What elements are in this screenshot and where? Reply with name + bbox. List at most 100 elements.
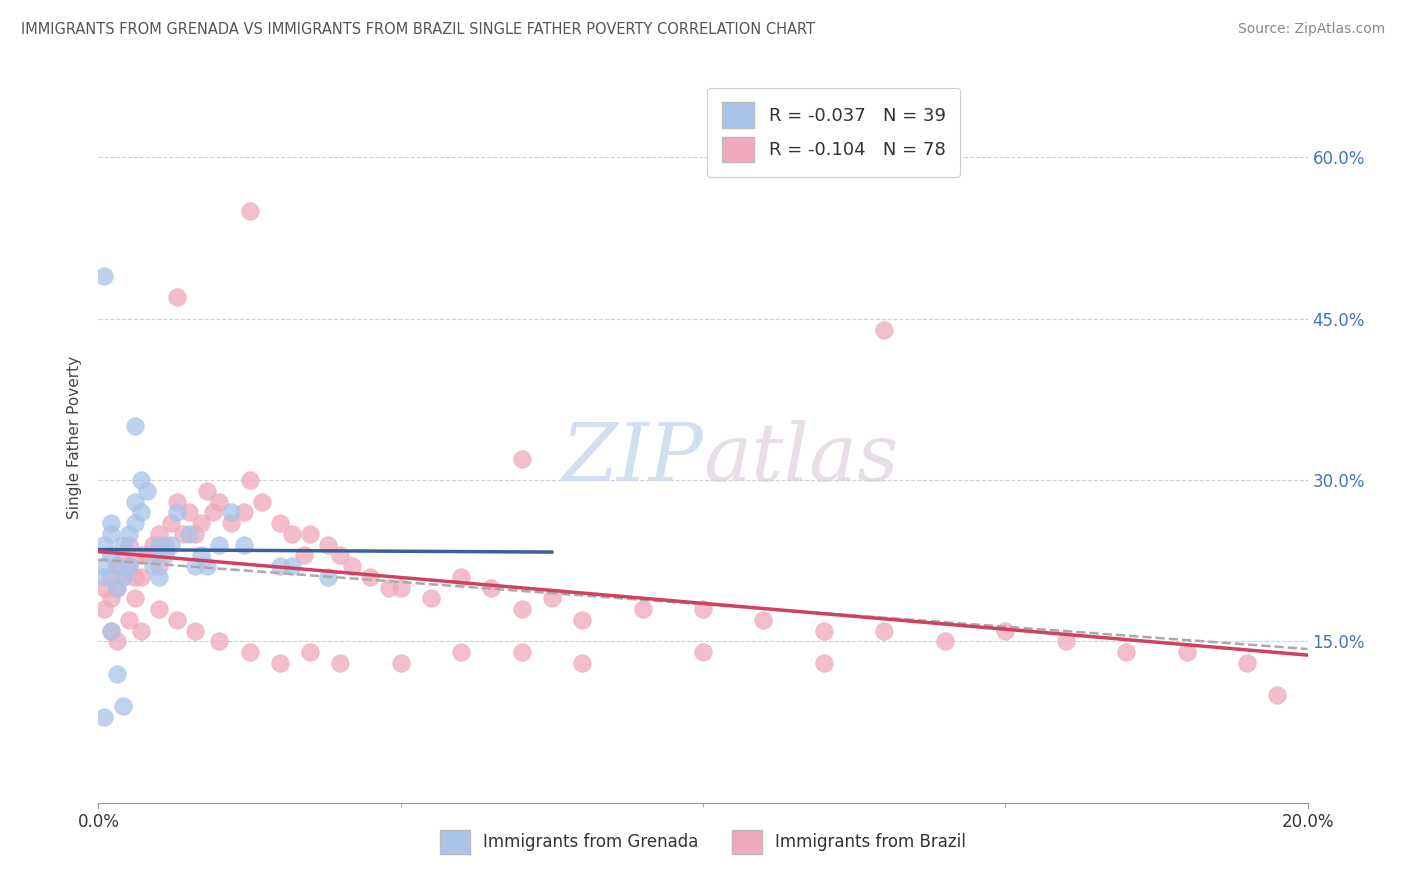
Point	[873, 624, 896, 638]
Point	[148, 570, 170, 584]
Point	[93, 602, 115, 616]
Point	[1054, 634, 1077, 648]
Point	[105, 559, 128, 574]
Point	[481, 581, 503, 595]
Point	[281, 527, 304, 541]
Point	[360, 570, 382, 584]
Point	[195, 559, 218, 574]
Point	[153, 549, 176, 563]
Text: ZIP: ZIP	[561, 420, 703, 498]
Point	[179, 505, 201, 519]
Point	[118, 559, 141, 574]
Point	[105, 666, 128, 681]
Point	[389, 656, 412, 670]
Point	[873, 322, 896, 336]
Point	[377, 581, 399, 595]
Point	[269, 559, 291, 574]
Point	[100, 549, 122, 563]
Point	[994, 624, 1017, 638]
Point	[208, 634, 231, 648]
Point	[1236, 656, 1258, 670]
Point	[239, 473, 262, 487]
Text: Source: ZipAtlas.com: Source: ZipAtlas.com	[1237, 22, 1385, 37]
Point	[221, 505, 243, 519]
Point	[166, 494, 188, 508]
Point	[299, 527, 322, 541]
Point	[124, 591, 146, 606]
Point	[118, 559, 141, 574]
Point	[105, 581, 128, 595]
Point	[129, 473, 152, 487]
Point	[100, 624, 122, 638]
Point	[111, 570, 134, 584]
Point	[269, 516, 291, 530]
Point	[389, 581, 412, 595]
Point	[148, 602, 170, 616]
Point	[93, 538, 115, 552]
Point	[420, 591, 443, 606]
Point	[129, 549, 152, 563]
Point	[118, 527, 141, 541]
Point	[510, 451, 533, 466]
Point	[93, 581, 115, 595]
Point	[752, 613, 775, 627]
Point	[316, 570, 339, 584]
Point	[111, 538, 134, 552]
Point	[239, 645, 262, 659]
Point	[510, 645, 533, 659]
Point	[111, 570, 134, 584]
Point	[316, 538, 339, 552]
Point	[160, 538, 183, 552]
Point	[329, 656, 352, 670]
Point	[184, 527, 207, 541]
Point	[450, 570, 472, 584]
Point	[571, 613, 593, 627]
Point	[93, 268, 115, 283]
Point	[450, 645, 472, 659]
Point	[329, 549, 352, 563]
Point	[124, 419, 146, 434]
Text: IMMIGRANTS FROM GRENADA VS IMMIGRANTS FROM BRAZIL SINGLE FATHER POVERTY CORRELAT: IMMIGRANTS FROM GRENADA VS IMMIGRANTS FR…	[21, 22, 815, 37]
Point	[166, 505, 188, 519]
Point	[129, 570, 152, 584]
Point	[100, 591, 122, 606]
Point	[281, 559, 304, 574]
Point	[250, 494, 273, 508]
Point	[135, 483, 157, 498]
Point	[124, 494, 146, 508]
Point	[342, 559, 364, 574]
Point	[269, 656, 291, 670]
Point	[148, 527, 170, 541]
Point	[184, 624, 207, 638]
Point	[160, 516, 183, 530]
Point	[208, 538, 231, 552]
Point	[184, 559, 207, 574]
Point	[239, 204, 262, 219]
Point	[631, 602, 654, 616]
Point	[179, 527, 201, 541]
Point	[124, 516, 146, 530]
Text: atlas: atlas	[703, 420, 898, 498]
Point	[129, 624, 152, 638]
Point	[692, 645, 714, 659]
Point	[100, 527, 122, 541]
Legend: Immigrants from Grenada, Immigrants from Brazil: Immigrants from Grenada, Immigrants from…	[433, 823, 973, 860]
Point	[148, 538, 170, 552]
Point	[166, 290, 188, 304]
Point	[148, 559, 170, 574]
Y-axis label: Single Father Poverty: Single Father Poverty	[67, 356, 83, 518]
Point	[166, 613, 188, 627]
Point	[692, 602, 714, 616]
Point	[118, 613, 141, 627]
Point	[813, 656, 835, 670]
Point	[142, 538, 165, 552]
Point	[124, 570, 146, 584]
Point	[93, 570, 115, 584]
Point	[142, 559, 165, 574]
Point	[232, 505, 254, 519]
Point	[1115, 645, 1137, 659]
Point	[111, 698, 134, 713]
Point	[813, 624, 835, 638]
Point	[93, 710, 115, 724]
Point	[208, 494, 231, 508]
